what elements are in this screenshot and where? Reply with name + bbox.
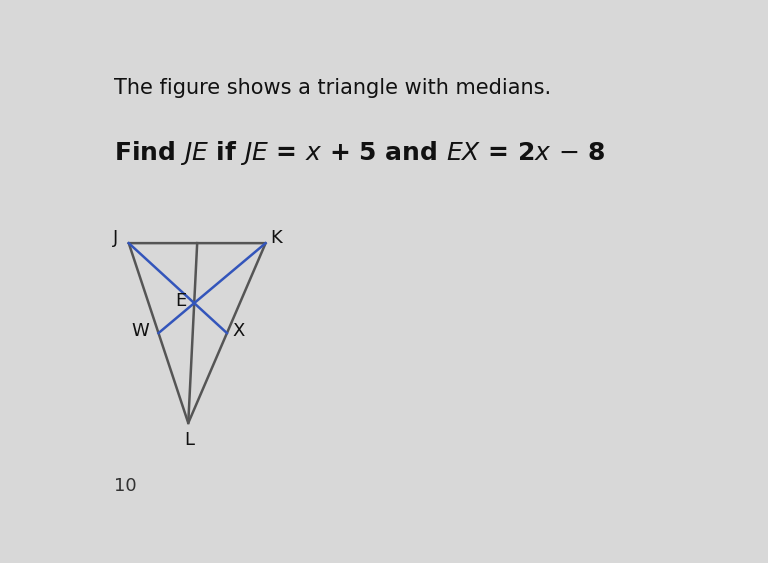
Text: L: L bbox=[184, 431, 194, 449]
Text: Find $\bf\mathit{JE}$ if $\bf\mathit{JE}$ = $\mathit{x}$ + 5 and $\bf\mathit{EX}: Find $\bf\mathit{JE}$ if $\bf\mathit{JE}… bbox=[114, 139, 606, 167]
Text: W: W bbox=[132, 323, 150, 341]
Text: J: J bbox=[113, 229, 118, 247]
Text: E: E bbox=[176, 292, 187, 310]
Text: K: K bbox=[270, 229, 282, 247]
Text: 10: 10 bbox=[114, 476, 137, 494]
Text: The figure shows a triangle with medians.: The figure shows a triangle with medians… bbox=[114, 78, 551, 99]
Text: X: X bbox=[233, 323, 245, 341]
